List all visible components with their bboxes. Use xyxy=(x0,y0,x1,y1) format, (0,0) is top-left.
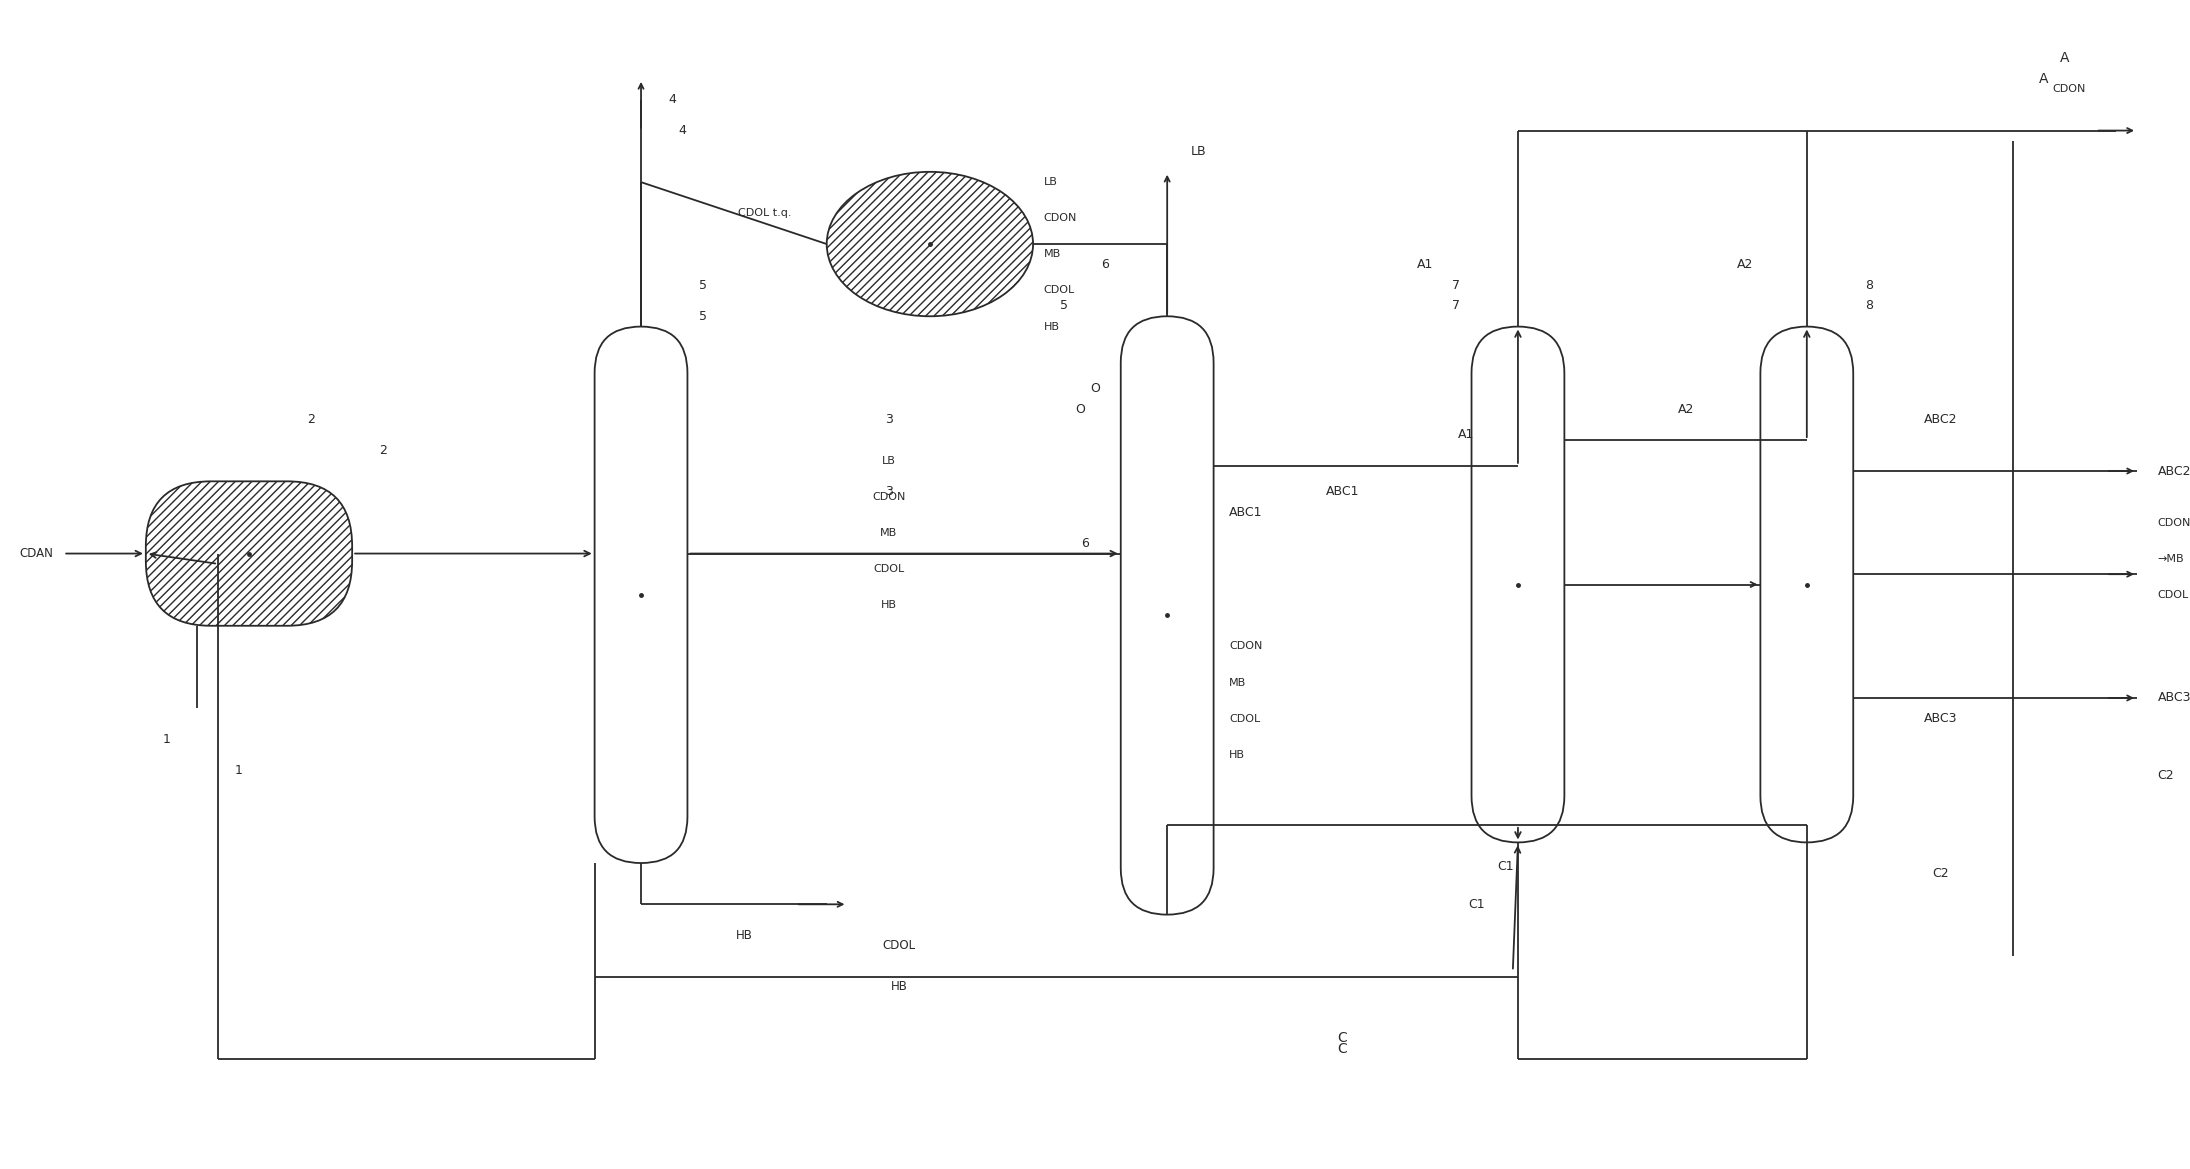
Text: C2: C2 xyxy=(2157,769,2175,782)
Text: A: A xyxy=(2061,51,2070,65)
Text: C2: C2 xyxy=(1932,867,1949,880)
Text: 5: 5 xyxy=(699,279,707,292)
Text: 8: 8 xyxy=(1864,299,1872,312)
Text: MB: MB xyxy=(1042,249,1060,260)
Text: A2: A2 xyxy=(1678,402,1693,416)
Text: 5: 5 xyxy=(699,310,707,323)
Text: 1: 1 xyxy=(234,763,243,776)
Text: 2: 2 xyxy=(379,444,388,457)
Text: CDOL t.q.: CDOL t.q. xyxy=(738,208,791,219)
FancyBboxPatch shape xyxy=(596,326,688,863)
Ellipse shape xyxy=(828,172,1034,317)
Text: 4: 4 xyxy=(679,124,685,137)
Text: 6: 6 xyxy=(1102,258,1108,271)
Text: CDAN: CDAN xyxy=(20,547,53,560)
Text: C: C xyxy=(1338,1042,1347,1056)
Text: CDOL: CDOL xyxy=(1042,285,1075,296)
Text: HB: HB xyxy=(891,981,907,994)
Text: A1: A1 xyxy=(1459,428,1474,442)
Text: ABC2: ABC2 xyxy=(1925,413,1958,426)
FancyBboxPatch shape xyxy=(1472,326,1564,843)
Text: ABC2: ABC2 xyxy=(2157,464,2190,477)
FancyBboxPatch shape xyxy=(1761,326,1853,843)
Text: ABC3: ABC3 xyxy=(2157,692,2190,705)
Text: A1: A1 xyxy=(1417,258,1432,271)
Text: CDOL: CDOL xyxy=(2157,590,2188,600)
Text: 4: 4 xyxy=(668,94,677,106)
Text: CDON: CDON xyxy=(872,492,904,502)
Text: CDON: CDON xyxy=(1229,642,1261,651)
Text: MB: MB xyxy=(1229,678,1246,687)
Text: MB: MB xyxy=(880,528,898,538)
Text: HB: HB xyxy=(880,600,896,610)
Text: 3: 3 xyxy=(885,413,894,426)
Text: LB: LB xyxy=(1042,178,1058,187)
Text: A2: A2 xyxy=(1737,258,1754,271)
Text: ABC1: ABC1 xyxy=(1325,485,1360,498)
Text: C: C xyxy=(1338,1031,1347,1045)
Text: C1: C1 xyxy=(1498,859,1513,872)
Text: CDOL: CDOL xyxy=(874,563,904,574)
Text: HB: HB xyxy=(1229,749,1246,760)
FancyBboxPatch shape xyxy=(147,482,353,625)
Text: CDON: CDON xyxy=(1042,213,1077,223)
Text: C1: C1 xyxy=(1467,898,1485,911)
Text: →MB: →MB xyxy=(2157,554,2183,563)
Text: HB: HB xyxy=(1042,321,1060,332)
Text: O: O xyxy=(1091,382,1099,395)
Text: O: O xyxy=(1075,402,1084,416)
Text: ABC1: ABC1 xyxy=(1229,506,1264,519)
Text: HB: HB xyxy=(736,928,753,942)
Text: 7: 7 xyxy=(1452,299,1461,312)
Text: 6: 6 xyxy=(1080,537,1088,549)
Text: 8: 8 xyxy=(1864,279,1872,292)
Text: LB: LB xyxy=(1191,145,1207,158)
Text: CDON: CDON xyxy=(2157,518,2190,527)
Text: CDOL: CDOL xyxy=(1229,713,1259,724)
Text: 3: 3 xyxy=(885,485,894,498)
Text: A: A xyxy=(2039,72,2050,87)
Text: 5: 5 xyxy=(1060,299,1069,312)
Text: 2: 2 xyxy=(307,413,315,426)
FancyBboxPatch shape xyxy=(1121,317,1213,914)
Text: CDON: CDON xyxy=(2052,84,2085,95)
Text: CDOL: CDOL xyxy=(883,939,915,952)
Text: ABC3: ABC3 xyxy=(1925,712,1958,725)
Text: 1: 1 xyxy=(162,733,171,746)
Text: LB: LB xyxy=(883,456,896,465)
Text: 7: 7 xyxy=(1452,279,1461,292)
